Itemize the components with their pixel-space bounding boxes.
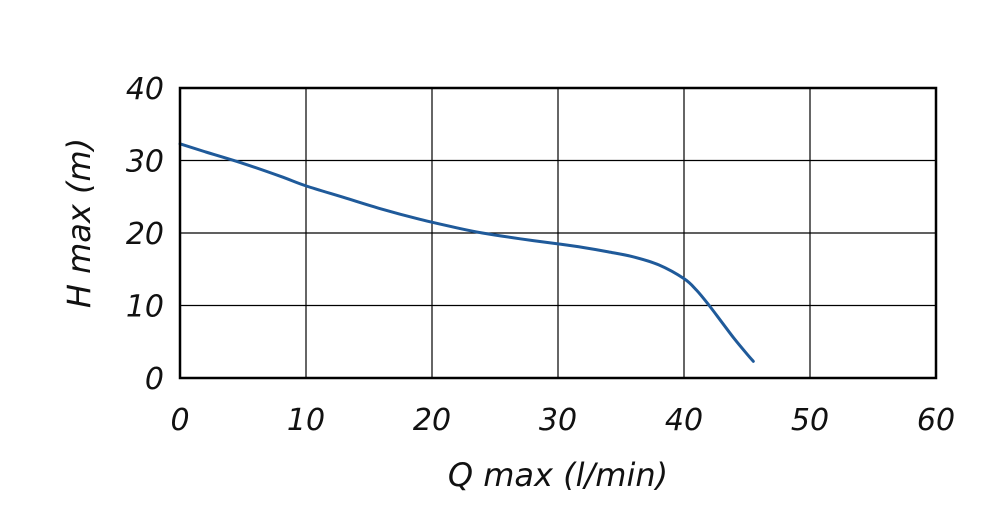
x-tick-label: 60	[917, 403, 955, 438]
y-tick-label: 40	[126, 72, 164, 107]
series-layer	[178, 142, 755, 363]
x-tick-label: 30	[539, 403, 577, 438]
x-tick-label: 0	[170, 403, 189, 438]
y-tick-labels: 0 10 20 30 40	[126, 72, 164, 397]
x-axis-label: Q max (l/min)	[448, 456, 668, 494]
y-tick-label: 30	[126, 145, 164, 180]
x-tick-label: 20	[413, 403, 451, 438]
x-tick-label: 50	[791, 403, 829, 438]
y-tick-label: 0	[145, 362, 164, 397]
x-tick-label: 40	[665, 403, 703, 438]
plot-frame	[178, 86, 938, 380]
x-tick-labels: 0 10 20 30 40 50 60	[170, 403, 955, 438]
x-tick-label: 10	[287, 403, 325, 438]
y-tick-label: 20	[126, 217, 164, 252]
pump-curve-line	[178, 142, 755, 363]
grid	[179, 87, 937, 379]
y-axis-label: H max (m)	[60, 138, 98, 308]
y-tick-label: 10	[126, 290, 164, 325]
